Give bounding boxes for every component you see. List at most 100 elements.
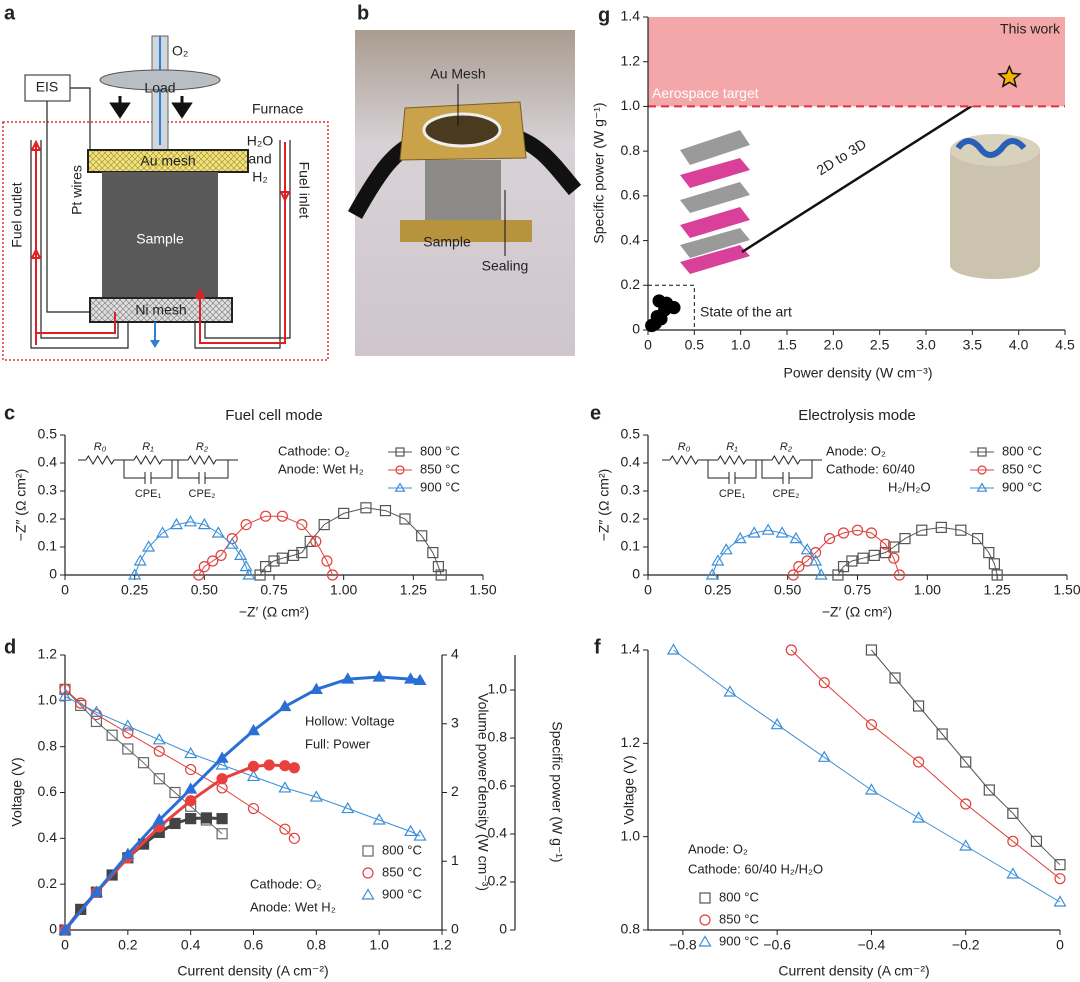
y-tick-label: 1.4: [621, 8, 641, 24]
outlet-flow: [30, 139, 116, 345]
data-point: [169, 817, 181, 830]
series-line: [259, 507, 442, 576]
annotation: Hollow: Voltage: [305, 713, 395, 728]
data-point: [338, 507, 350, 519]
axes: [647, 650, 1060, 931]
panel-letter: d: [4, 636, 16, 658]
data-point: [723, 685, 737, 697]
data-point: [893, 569, 906, 581]
panel-b: b Au Mesh Sample Sealing: [348, 2, 582, 356]
data-point: [211, 526, 225, 538]
data-point: [197, 517, 211, 530]
y-axis-label: Voltage (V): [9, 757, 25, 826]
data-point: [851, 524, 864, 536]
data-point: [988, 558, 1000, 570]
data-point: [200, 812, 212, 824]
data-point: [133, 554, 147, 566]
data-point: [278, 781, 292, 793]
data-point: [983, 546, 995, 559]
data-point: [318, 518, 330, 531]
data-point: [215, 758, 229, 770]
x-tick-label: 0: [1056, 937, 1064, 953]
x-tick-label: 0.50: [191, 582, 218, 598]
y-tick-label: 1.2: [621, 52, 641, 68]
circuit-label: R₂: [780, 441, 793, 453]
data-point: [865, 719, 878, 731]
data-point: [1006, 867, 1020, 879]
panel-letter: c: [4, 402, 15, 424]
data-point: [705, 568, 719, 580]
y-tick-label: 0: [49, 921, 57, 937]
x-tick-label: 0: [61, 937, 69, 953]
y-tick-label: 0: [49, 566, 57, 582]
legend-label: 850 °C: [1002, 461, 1042, 476]
arrow-label: 2D to 3D: [814, 135, 869, 178]
y-tick-label: 1.0: [621, 827, 641, 843]
data-point: [789, 531, 803, 544]
channels: [955, 138, 1027, 158]
data-point: [263, 759, 275, 771]
data-point: [787, 569, 799, 581]
photo-label: Sealing: [482, 258, 529, 274]
y-tick-label: 0.4: [38, 454, 58, 470]
y-tick-label: 0.8: [38, 737, 58, 753]
au-mesh-label: Au mesh: [140, 153, 195, 169]
data-point: [770, 717, 784, 730]
data-point: [247, 760, 260, 772]
y-tick-label: 1.0: [38, 692, 58, 708]
data-point: [137, 757, 150, 769]
pt-wires: [46, 87, 92, 313]
gas-label: and: [248, 151, 271, 167]
photo-label: Sample: [423, 234, 471, 250]
data-point: [279, 823, 291, 835]
sample-label: Sample: [136, 231, 184, 247]
data-point: [276, 510, 288, 522]
annotation: Anode: O₂: [688, 841, 748, 856]
data-point: [809, 546, 822, 559]
data-point: [997, 64, 1022, 88]
inlet-flow: [194, 142, 291, 344]
y2-tick-label: 2: [451, 783, 459, 799]
y-tick-label: 0.1: [38, 538, 58, 554]
x-tick-label: 1.50: [1053, 582, 1080, 598]
x-axis-label: −Z′ (Ω cm²): [822, 604, 892, 620]
annotation: Full: Power: [305, 736, 371, 751]
x-tick-label: 3.0: [916, 337, 936, 353]
data-point: [240, 518, 252, 531]
data-point: [152, 813, 166, 825]
data-point: [59, 683, 71, 695]
y-tick-label: 0.3: [621, 482, 641, 498]
legend-label: 900 °C: [719, 933, 759, 948]
data-point: [936, 728, 948, 740]
y3-tick-label: 0.4: [488, 825, 508, 841]
x-tick-label: 0.8: [307, 937, 327, 953]
legend-label: 800 °C: [719, 889, 759, 904]
data-point: [216, 828, 228, 840]
data-point: [747, 526, 761, 538]
data-point: [155, 526, 170, 538]
panel-letter: a: [4, 2, 16, 24]
legend-label: 850 °C: [420, 461, 460, 476]
annotation: Cathode: 60/40: [826, 461, 915, 476]
data-point: [287, 549, 300, 562]
annotation: Cathode: O₂: [278, 443, 350, 458]
y3-tick-label: 0.6: [488, 777, 508, 793]
circuit-label: R₁: [726, 441, 738, 453]
circuit-label: R₁: [142, 441, 154, 453]
series-line: [64, 689, 223, 835]
mesh-hole: [422, 112, 502, 148]
panel-letter: g: [598, 4, 610, 26]
data-point: [1007, 835, 1019, 847]
stack-layer: [680, 245, 750, 274]
data-point: [288, 832, 300, 844]
data-point: [122, 727, 134, 739]
x-tick-label: 0.75: [844, 582, 871, 598]
y-tick-label: 0.2: [38, 875, 58, 891]
x-tick-label: 2.0: [824, 337, 844, 353]
circuit-label: CPE₂: [189, 488, 216, 500]
data-point: [321, 555, 333, 567]
data-point: [372, 670, 386, 682]
data-point: [216, 773, 228, 785]
data-point: [916, 524, 928, 536]
